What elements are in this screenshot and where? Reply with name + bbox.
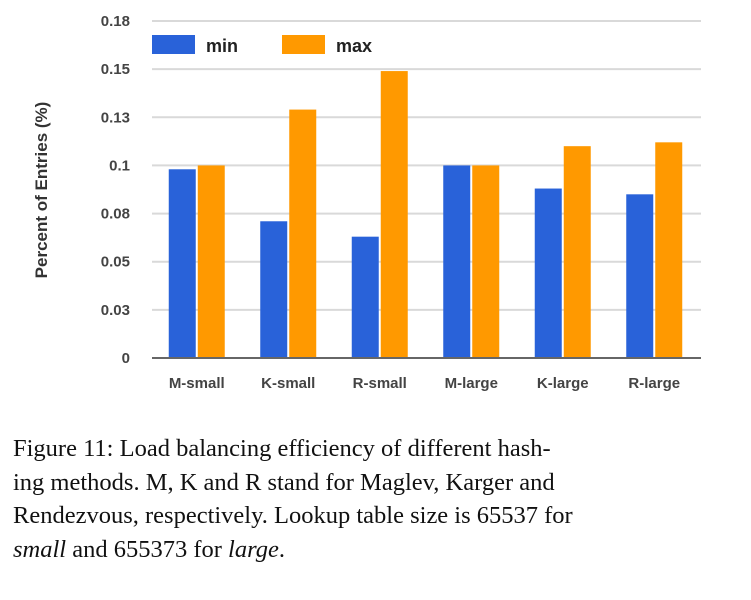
legend-label-min: min (206, 36, 238, 56)
caption-line-2: ing methods. M, K and R stand for Maglev… (13, 468, 555, 496)
bar-min-m-large (443, 165, 471, 358)
y-tick-label: 0 (122, 350, 130, 367)
x-category-label: R-large (628, 375, 680, 392)
bar-min-k-large (534, 188, 562, 358)
y-tick-label: 0.18 (101, 13, 130, 30)
legend: min max (152, 35, 372, 56)
x-category-label: K-small (261, 375, 315, 392)
x-axis-categories: M-small K-small R-small M-large K-large R-lar… (169, 375, 680, 392)
bar-max-r-small (380, 71, 408, 358)
figure-caption: Figure 11: Load balancing efficiency of … (13, 432, 738, 566)
bar-min-r-small (351, 236, 379, 358)
caption-small: small (13, 535, 67, 563)
x-category-label: M-large (445, 375, 498, 392)
y-axis-ticks: 0 0.03 0.05 0.08 0.1 0.13 0.15 0.18 (101, 13, 130, 367)
bar-min-r-large (626, 194, 654, 358)
caption-end: . (278, 535, 285, 563)
legend-swatch-max (282, 35, 325, 54)
y-axis-label: Percent of Entries (%) (32, 102, 51, 279)
x-category-label: K-large (537, 375, 589, 392)
bar-max-k-small (289, 109, 317, 358)
y-tick-label: 0.03 (101, 302, 130, 319)
y-tick-label: 0.15 (101, 61, 130, 78)
x-category-label: M-small (169, 375, 225, 392)
bar-min-m-small (168, 169, 196, 358)
bar-max-m-large (472, 165, 500, 358)
y-tick-label: 0.08 (101, 206, 130, 223)
bar-max-r-large (655, 142, 683, 358)
caption-line-4: small and 655373 for large. (13, 533, 738, 567)
caption-line-3: Rendezvous, respectively. Lookup table s… (13, 502, 573, 529)
bar-chart: 0 0.03 0.05 0.08 0.1 0.13 0.15 0.18 M-small K-sm… (32, 13, 701, 392)
y-tick-label: 0.13 (101, 109, 130, 126)
bar-max-m-small (197, 165, 225, 358)
bar-min-k-small (260, 221, 288, 358)
legend-swatch-min (152, 35, 195, 54)
bars (168, 71, 683, 358)
bar-max-k-large (563, 146, 591, 358)
x-category-label: R-small (353, 375, 407, 392)
caption-mid: and 655373 for (66, 535, 229, 563)
caption-large: large (228, 535, 279, 563)
legend-label-max: max (336, 36, 372, 56)
y-tick-label: 0.1 (109, 157, 130, 174)
y-tick-label: 0.05 (101, 254, 130, 271)
caption-line-1: Figure 11: Load balancing efficiency of … (13, 435, 551, 462)
gridlines (152, 20, 701, 311)
